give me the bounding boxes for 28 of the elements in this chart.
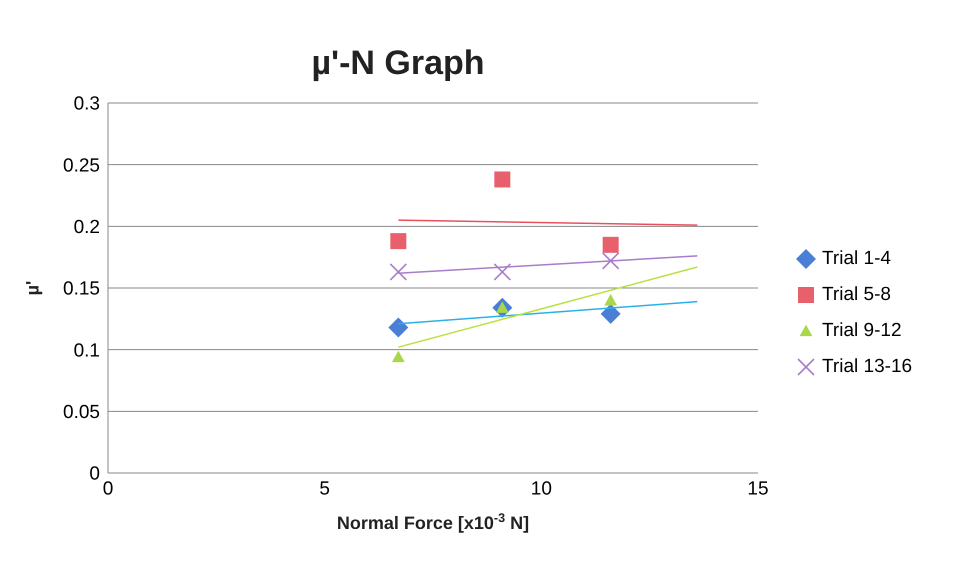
y-axis-title: µ': [22, 280, 42, 296]
legend-label: Trial 13-16: [822, 356, 912, 378]
chart-title: µ'-N Graph: [310, 43, 486, 83]
y-tick-label: 0.1: [74, 340, 100, 362]
legend-label: Trial 1-4: [822, 248, 891, 270]
point: [390, 233, 406, 250]
y-tick-label: 0.15: [63, 278, 100, 300]
point: [392, 350, 405, 362]
point: [600, 304, 621, 324]
y-tick-label: 0.3: [74, 94, 100, 115]
point: [390, 263, 408, 281]
x-tick-label: 0: [102, 478, 114, 500]
point: [602, 252, 620, 270]
y-tick-label: 0: [89, 464, 100, 485]
point: [494, 263, 512, 281]
legend-label: Trial 5-8: [822, 284, 891, 306]
legend-label: Trial 9-12: [822, 320, 902, 342]
x-tick-label: 5: [319, 478, 330, 500]
point: [602, 236, 619, 253]
x-tick-label: 15: [747, 478, 769, 500]
y-tick-label: 0.05: [63, 402, 100, 424]
point: [604, 294, 618, 306]
x-tick-label: 10: [530, 478, 552, 500]
y-tick-label: 0.2: [74, 217, 100, 238]
x-axis-title: Normal Force [x10$^{-3}$ N]: [336, 511, 530, 533]
y-tick-label: 0.25: [63, 155, 100, 176]
point: [494, 171, 510, 188]
point: [388, 317, 408, 338]
